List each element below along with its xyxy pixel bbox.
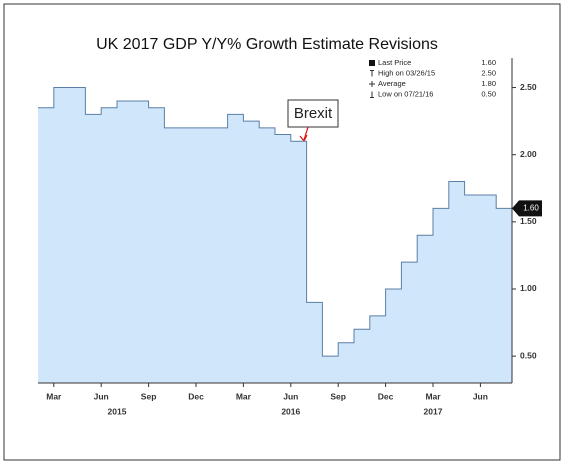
last-price-label: 1.60 [523, 204, 539, 213]
x-tick-label: Mar [46, 391, 62, 401]
legend-label: Average [378, 79, 406, 88]
y-tick-label: 0.50 [520, 350, 537, 360]
annotation: Brexit [294, 105, 333, 122]
chart-title: UK 2017 GDP Y/Y% Growth Estimate Revisio… [96, 36, 438, 53]
line [38, 87, 512, 357]
y-tick-label: 1.50 [520, 216, 537, 226]
legend-value: 2.50 [481, 68, 496, 77]
x-tick-label: Mar [236, 391, 252, 401]
x-tick-label: Mar [425, 391, 441, 401]
legend-label: Last Price [378, 58, 411, 67]
annotation-box [287, 99, 339, 128]
legend-label: High on 03/26/15 [378, 68, 435, 77]
frame [3, 3, 561, 461]
legend-value: 1.60 [481, 58, 496, 67]
annotation-arrowhead [299, 134, 308, 143]
x-tick-label: Jun [473, 391, 488, 401]
y-tick-label: 2.00 [520, 149, 537, 159]
x-tick-label: Sep [141, 391, 157, 401]
y-tick-label: 1.00 [520, 283, 537, 293]
x-tick-label: Dec [188, 391, 204, 401]
y-tick-label: 2.50 [520, 82, 537, 92]
x-tick-label: Jun [283, 391, 298, 401]
last-price-marker [512, 200, 542, 217]
legend-value: 1.80 [481, 79, 496, 88]
year-label: 2017 [424, 406, 443, 416]
legend-value: 0.50 [481, 89, 496, 98]
x-tick-label: Dec [378, 391, 394, 401]
annotation-arrow [303, 126, 309, 141]
x-tick-label: Jun [94, 391, 109, 401]
legend-label: Low on 07/21/16 [378, 89, 433, 98]
year-label: 2015 [108, 406, 127, 416]
x-tick-label: Sep [330, 391, 346, 401]
legend-icon [369, 60, 375, 66]
year-label: 2016 [281, 406, 300, 416]
area [38, 87, 512, 383]
